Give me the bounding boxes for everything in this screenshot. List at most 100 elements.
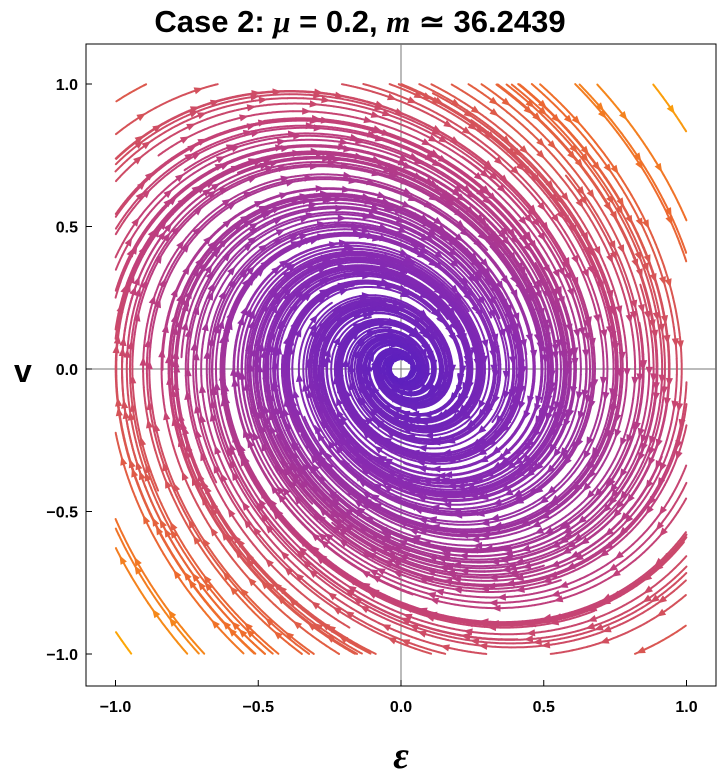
streamline-segment <box>406 383 424 391</box>
streamline-segment <box>418 197 435 207</box>
streamline-segment <box>123 206 135 222</box>
streamline-segment <box>153 294 160 312</box>
streamline-segment <box>175 309 182 327</box>
streamline-segment <box>294 267 310 279</box>
streamline-segment <box>453 593 472 598</box>
streamline-segment <box>342 162 361 168</box>
streamline-segment <box>514 579 533 584</box>
streamline-segment <box>362 158 381 165</box>
streamline-segment <box>487 220 501 234</box>
streamline-segment <box>559 320 566 339</box>
streamline-segment <box>160 280 168 298</box>
streamline-segment <box>196 326 202 345</box>
streamline-segment <box>568 606 586 614</box>
streamline-segment <box>166 628 178 643</box>
streamline-segment <box>581 496 595 511</box>
streamline-segment <box>209 606 222 621</box>
streamline-segment <box>286 268 301 281</box>
streamline-segment <box>183 191 198 204</box>
streamline-segment <box>436 181 453 192</box>
streamline-segment <box>462 506 480 510</box>
streamline-segment <box>492 280 504 297</box>
streamline-segment <box>277 523 290 538</box>
streamline-segment <box>599 496 613 511</box>
streamline-segment <box>540 391 545 403</box>
streamline-segment <box>465 589 484 593</box>
streamline-segment <box>181 180 197 193</box>
streamline-segment <box>553 376 557 395</box>
streamline-segment <box>353 372 360 390</box>
streamline-segment <box>448 218 464 230</box>
streamline-segment <box>163 540 174 557</box>
streamline-segment <box>156 501 166 518</box>
streamline-segment <box>210 584 223 599</box>
streamline-segment <box>258 534 272 549</box>
streamline-segment <box>237 153 255 161</box>
streamline-segment <box>254 126 273 132</box>
streamline-segment <box>276 329 283 347</box>
streamline-segment <box>203 296 212 314</box>
streamline-segment <box>128 314 134 333</box>
streamline-segment <box>515 625 534 629</box>
streamline-segment <box>299 388 306 407</box>
streamline-segment <box>184 279 193 297</box>
streamline-segment <box>126 330 131 349</box>
streamline-segment <box>510 225 523 240</box>
streamline-segment <box>382 155 400 163</box>
streamline-segment <box>414 502 433 508</box>
streamline-segment <box>484 325 492 343</box>
streamline-segment <box>483 361 486 380</box>
streamline-segment <box>392 241 410 250</box>
streamline-segment <box>443 379 453 396</box>
streamline-segment <box>545 633 564 639</box>
streamline-segment <box>245 316 253 334</box>
streamline-segment <box>268 102 287 106</box>
streamline-segment <box>303 415 307 421</box>
streamline-segment <box>178 544 190 560</box>
streamline-segment <box>198 168 214 179</box>
streamline-segment <box>170 251 182 267</box>
streamline-segment <box>554 244 565 261</box>
streamline-segment <box>319 213 338 217</box>
streamline-segment <box>349 103 368 109</box>
streamline-segment <box>254 390 259 409</box>
streamline-segment <box>241 150 259 158</box>
streamline-segment <box>223 486 234 503</box>
streamline-segment <box>452 171 468 183</box>
streamline-segment <box>278 416 286 434</box>
streamline-segment <box>114 159 128 173</box>
streamline-segment <box>115 168 129 183</box>
streamline-segment <box>207 551 219 566</box>
streamline-segment <box>153 589 165 606</box>
streamline-segment <box>483 320 492 337</box>
streamline-segment <box>401 624 418 633</box>
streamline-segment <box>143 83 148 87</box>
streamline-segment <box>114 152 129 166</box>
streamline-segment <box>131 425 138 444</box>
streamline-segment <box>495 310 501 320</box>
streamline-segment <box>394 506 411 515</box>
streamline-segment <box>495 586 513 590</box>
streamline-segment <box>210 475 220 493</box>
streamline-segment <box>138 588 150 605</box>
streamline-segment <box>367 339 383 350</box>
streamline-segment <box>190 524 201 540</box>
streamline-segment <box>158 602 170 618</box>
streamline-segment <box>634 396 640 415</box>
streamline-segment <box>287 528 301 543</box>
streamline-segment <box>117 310 123 329</box>
streamline-segment <box>156 213 169 229</box>
streamline-segment <box>218 260 231 276</box>
streamline-segment <box>482 504 501 511</box>
streamline-segment <box>388 423 405 433</box>
streamline-segment <box>682 403 688 421</box>
streamline-segment <box>489 382 496 400</box>
streamline-segment <box>578 444 588 460</box>
streamline-segment <box>531 629 550 634</box>
streamline-segment <box>265 642 280 655</box>
streamline-segment <box>479 409 491 425</box>
streamline-segment <box>518 345 523 363</box>
streamline-segment <box>490 201 504 215</box>
streamline-segment <box>402 430 421 437</box>
streamline-segment <box>578 609 596 618</box>
